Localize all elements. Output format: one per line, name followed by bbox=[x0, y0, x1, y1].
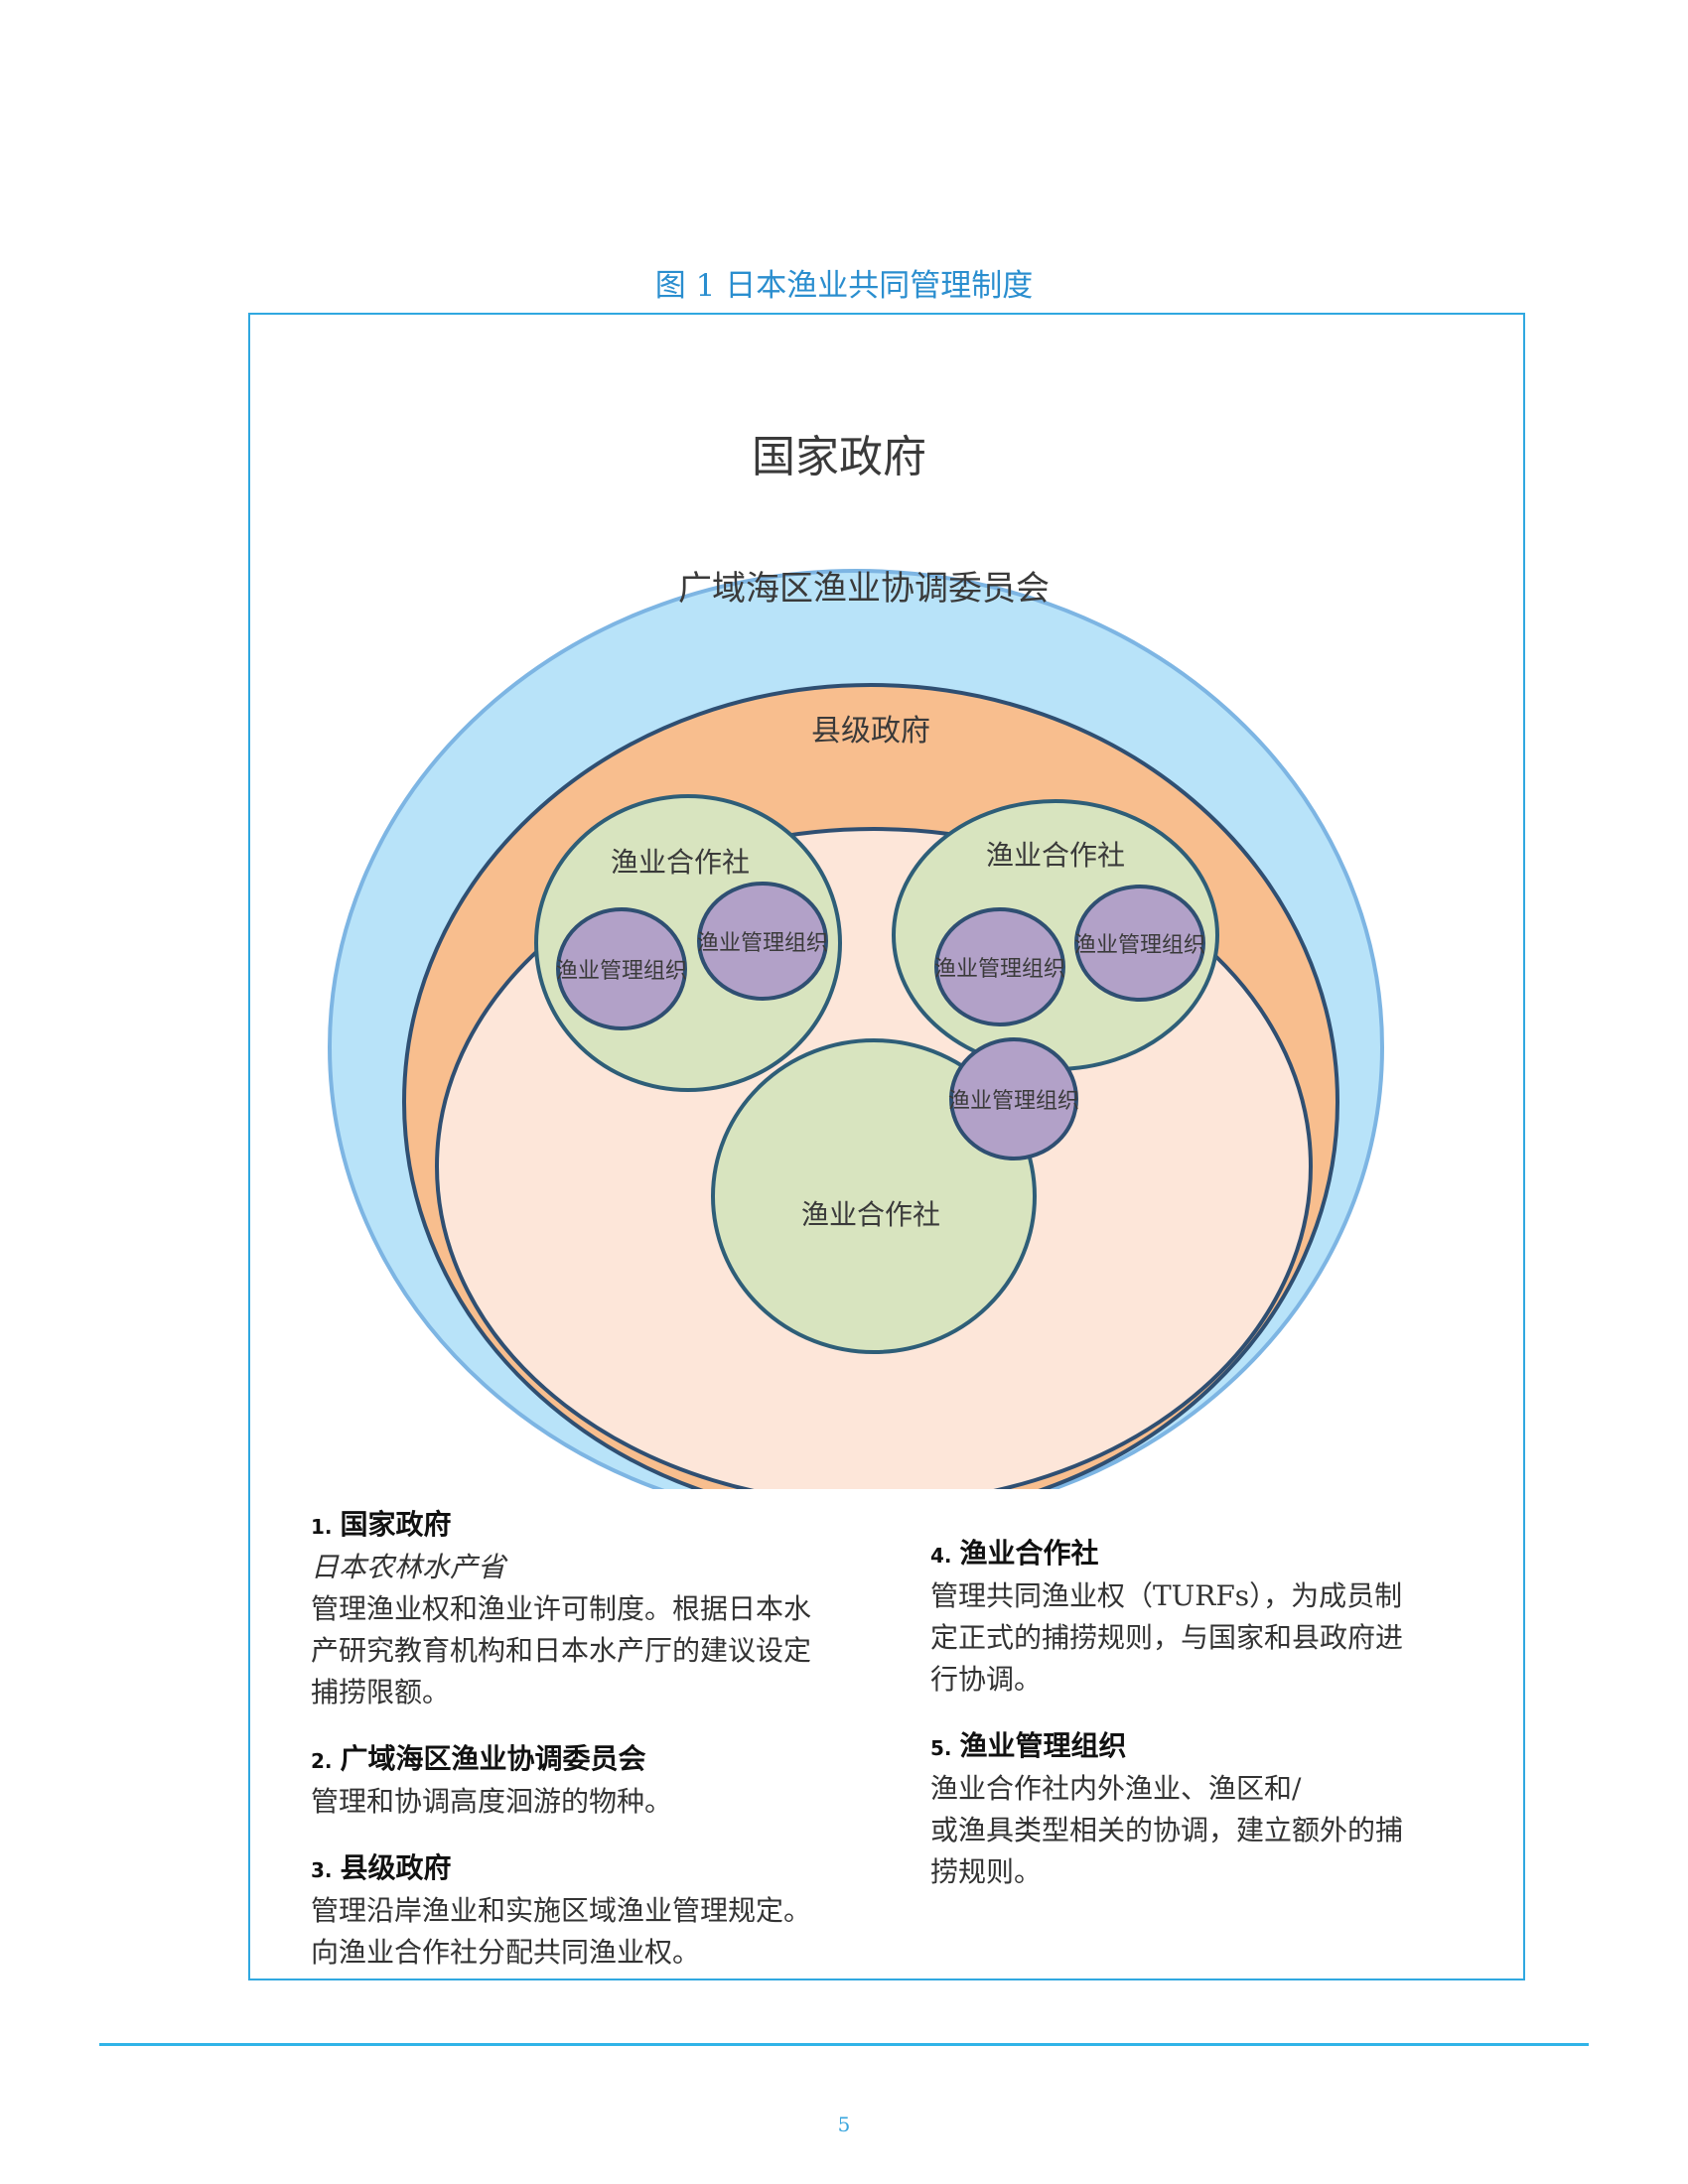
label-management-org-5: 渔业管理组织 bbox=[948, 1089, 1079, 1114]
label-regional-committee: 广域海区渔业协调委员会 bbox=[678, 569, 1050, 609]
legend-item-2-description: 管理和协调高度洄游的物种。 bbox=[311, 1785, 673, 1818]
page-number: 5 bbox=[837, 2113, 851, 2136]
legend-item-5-heading: 5. 渔业管理组织 bbox=[930, 1726, 1486, 1768]
legend-item-5-title: 渔业管理组织 bbox=[959, 1729, 1127, 1762]
legend-item-3: 3. 县级政府 管理沿岸渔业和实施区域渔业管理规定。 向渔业合作社分配共同渔业权。 bbox=[311, 1848, 877, 1974]
legend-item-4: 4. 渔业合作社 管理共同渔业权（TURFs），为成员制 定正式的捕捞规则，与国家… bbox=[930, 1534, 1486, 1701]
label-management-org-1: 渔业管理组织 bbox=[556, 959, 687, 984]
legend-item-2-title: 广域海区渔业协调委员会 bbox=[340, 1742, 646, 1775]
legend-item-1-subtitle: 日本农林水产省 bbox=[311, 1551, 506, 1583]
figure-frame bbox=[248, 313, 1525, 1980]
legend-item-5: 5. 渔业管理组织 渔业合作社内外渔业、渔区和/ 或渔具类型相关的协调，建立额外的… bbox=[930, 1726, 1486, 1893]
footer-rule bbox=[99, 2043, 1589, 2046]
legend-right-column: 4. 渔业合作社 管理共同渔业权（TURFs），为成员制 定正式的捕捞规则，与国家… bbox=[930, 1534, 1486, 1919]
legend-item-4-heading: 4. 渔业合作社 bbox=[930, 1534, 1486, 1575]
legend-item-1-description: 管理渔业权和渔业许可制度。根据日本水 产研究教育机构和日本水产厅的建议设定 捕捞… bbox=[311, 1592, 812, 1708]
label-cooperative-bottom: 渔业合作社 bbox=[801, 1198, 940, 1231]
legend-item-4-title: 渔业合作社 bbox=[959, 1537, 1099, 1570]
legend-item-2-heading: 2. 广域海区渔业协调委员会 bbox=[311, 1739, 877, 1781]
management-org-circle-4 bbox=[1074, 885, 1205, 1002]
legend-item-5-number: 5. bbox=[930, 1736, 952, 1760]
management-org-circle-1 bbox=[556, 907, 687, 1030]
label-management-org-3: 渔业管理组织 bbox=[934, 957, 1065, 982]
label-cooperative-right: 渔业合作社 bbox=[986, 839, 1125, 872]
label-national-government: 国家政府 bbox=[752, 432, 926, 482]
label-prefectural-government: 县级政府 bbox=[811, 714, 930, 749]
legend-item-4-number: 4. bbox=[930, 1544, 952, 1568]
management-org-circle-5 bbox=[949, 1037, 1078, 1160]
legend-item-3-number: 3. bbox=[311, 1858, 333, 1882]
legend-item-2: 2. 广域海区渔业协调委员会 管理和协调高度洄游的物种。 bbox=[311, 1739, 877, 1823]
legend-item-5-description: 渔业合作社内外渔业、渔区和/ 或渔具类型相关的协调，建立额外的捕 捞规则。 bbox=[930, 1772, 1404, 1888]
legend-item-3-title: 县级政府 bbox=[340, 1851, 452, 1884]
legend-item-1: 1. 国家政府 日本农林水产省 管理渔业权和渔业许可制度。根据日本水 产研究教育机… bbox=[311, 1505, 877, 1713]
legend-item-3-heading: 3. 县级政府 bbox=[311, 1848, 877, 1890]
label-management-org-4: 渔业管理组织 bbox=[1074, 933, 1205, 958]
legend-item-1-title: 国家政府 bbox=[340, 1508, 452, 1541]
legend-item-4-description: 管理共同渔业权（TURFs），为成员制 定正式的捕捞规则，与国家和县政府进 行协… bbox=[930, 1579, 1404, 1696]
management-org-circle-2 bbox=[697, 882, 828, 1001]
management-org-circle-3 bbox=[934, 907, 1065, 1026]
figure-title: 图 1 日本渔业共同管理制度 bbox=[654, 268, 1034, 304]
legend-item-3-description: 管理沿岸渔业和实施区域渔业管理规定。 向渔业合作社分配共同渔业权。 bbox=[311, 1894, 812, 1969]
label-cooperative-left: 渔业合作社 bbox=[611, 846, 750, 879]
legend-item-1-heading: 1. 国家政府 bbox=[311, 1505, 877, 1547]
label-management-org-2: 渔业管理组织 bbox=[697, 931, 828, 956]
legend-item-1-number: 1. bbox=[311, 1515, 333, 1539]
legend-left-column: 1. 国家政府 日本农林水产省 管理渔业权和渔业许可制度。根据日本水 产研究教育机… bbox=[311, 1505, 877, 1999]
legend-item-2-number: 2. bbox=[311, 1749, 333, 1773]
